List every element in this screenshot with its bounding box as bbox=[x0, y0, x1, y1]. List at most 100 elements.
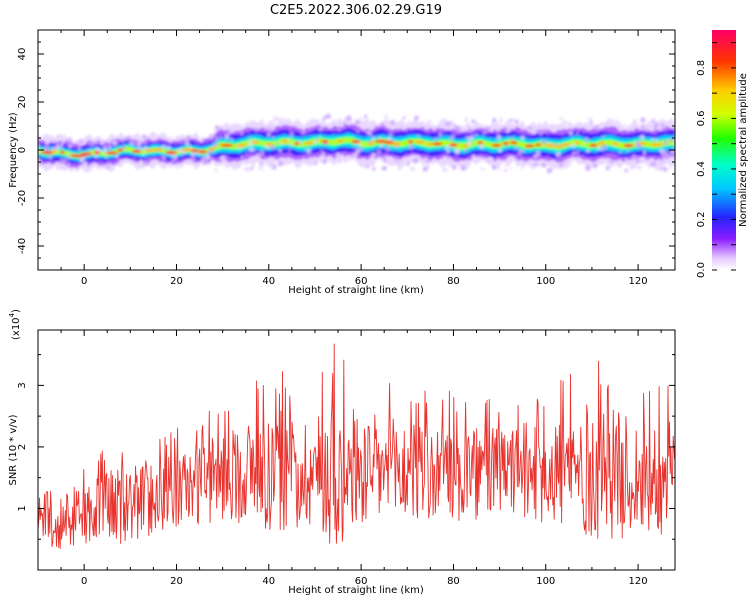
spectrogram-speckle bbox=[576, 150, 579, 154]
spectrogram-speckle bbox=[195, 162, 198, 166]
spectrogram-speckle bbox=[176, 148, 180, 152]
spectrogram-speckle bbox=[482, 168, 485, 171]
spectrogram-speckle bbox=[277, 160, 284, 167]
spectrogram-speckle bbox=[445, 145, 450, 150]
spectrogram-speckle bbox=[314, 162, 318, 166]
spectrogram-speckle bbox=[156, 160, 160, 164]
spectrogram-speckle bbox=[614, 119, 619, 124]
spectrogram-peak bbox=[321, 139, 329, 144]
spectrogram-speckle bbox=[249, 166, 254, 171]
spectrogram-speckle bbox=[346, 115, 352, 121]
spectrogram-peak bbox=[390, 142, 401, 146]
spectrogram-speckle bbox=[541, 162, 547, 168]
spectrogram-speckle bbox=[358, 143, 362, 147]
snr-y-tick-label: 2 bbox=[17, 444, 28, 450]
spectrogram-speckle bbox=[651, 119, 655, 124]
spectrogram-speckle bbox=[270, 165, 274, 169]
spectrogram-speckle bbox=[661, 123, 665, 128]
spectrogram-speckle bbox=[119, 159, 123, 163]
spectrogram-peak bbox=[252, 140, 259, 144]
spectrogram-speckle bbox=[586, 149, 590, 154]
spectrogram-speckle bbox=[270, 144, 276, 151]
spectrogram-speckle bbox=[584, 136, 590, 142]
spectrogram-speckle bbox=[605, 121, 609, 124]
spectrogram-speckle bbox=[559, 117, 563, 121]
spectrogram-speckle bbox=[514, 119, 519, 124]
spectrogram-speckle bbox=[492, 118, 497, 123]
spectrogram-speckle bbox=[485, 126, 491, 131]
spectrogram-speckle bbox=[265, 161, 269, 165]
spectrogram-speckle bbox=[467, 128, 473, 133]
spectrogram-speckle bbox=[601, 149, 604, 152]
spectrogram-speckle bbox=[342, 120, 345, 123]
spectrogram-speckle bbox=[264, 127, 269, 131]
colorbar-tick-label: 0.0 bbox=[696, 262, 707, 278]
spectrogram-speckle bbox=[669, 137, 675, 143]
spectrogram-speckle bbox=[354, 119, 360, 125]
spectrogram-speckle bbox=[636, 159, 641, 164]
spectrogram-speckle bbox=[452, 165, 457, 170]
spectrogram-speckle bbox=[439, 125, 443, 129]
spectrogram-speckle bbox=[601, 134, 605, 138]
spectrogram-speckle bbox=[488, 156, 494, 162]
spectrogram-speckle bbox=[289, 131, 295, 137]
spectrogram-speckle bbox=[414, 115, 419, 121]
spectrogram-speckle bbox=[77, 146, 81, 150]
spectrogram-speckle bbox=[533, 153, 538, 159]
spectrogram-speckle bbox=[150, 161, 154, 165]
spectrogram-speckle bbox=[366, 165, 370, 168]
spectrogram-peak bbox=[544, 143, 555, 148]
spectrogram-speckle bbox=[499, 117, 502, 120]
spectrogram-speckle bbox=[281, 116, 285, 120]
spectrogram-speckle bbox=[660, 158, 664, 162]
spectrogram-speckle bbox=[660, 128, 663, 131]
spectrogram-speckle bbox=[438, 132, 443, 137]
spectrogram-y-tick-label: 20 bbox=[17, 96, 28, 109]
spectrogram-speckle bbox=[572, 151, 576, 155]
spectrogram-speckle bbox=[419, 124, 423, 127]
spectrogram-speckle bbox=[358, 147, 364, 153]
spectrogram-peak bbox=[491, 143, 502, 147]
spectrogram-peak bbox=[367, 142, 374, 146]
spectrogram-speckle bbox=[318, 127, 323, 132]
spectrogram-speckle bbox=[244, 152, 248, 156]
spectrogram-speckle bbox=[510, 167, 513, 170]
spectrogram-speckle bbox=[592, 163, 598, 169]
spectrogram-speckle bbox=[644, 125, 651, 131]
spectrogram-speckle bbox=[93, 153, 99, 159]
spectrogram-peak bbox=[281, 139, 289, 143]
spectrogram-speckle bbox=[491, 165, 497, 170]
spectrogram-peak bbox=[563, 142, 571, 147]
spectrogram-speckle bbox=[233, 160, 236, 163]
spectrogram-speckle bbox=[239, 130, 243, 133]
spectrogram-speckle bbox=[280, 142, 284, 146]
spectrogram-peak bbox=[294, 141, 299, 146]
spectrogram-peak bbox=[208, 147, 216, 151]
spectrogram-speckle bbox=[417, 134, 420, 137]
spectrogram-speckle bbox=[463, 148, 468, 153]
spectrogram-speckle bbox=[44, 140, 50, 146]
spectrogram-speckle bbox=[378, 136, 382, 140]
spectrogram-speckle bbox=[596, 146, 602, 151]
spectrogram-peak bbox=[502, 141, 509, 145]
spectrogram-peak bbox=[266, 142, 273, 146]
spectrogram-speckle bbox=[68, 144, 72, 148]
spectrogram-peak bbox=[432, 142, 443, 146]
spectrogram-peak bbox=[638, 141, 647, 146]
spectrogram-speckle bbox=[388, 131, 393, 136]
spectrogram-speckle bbox=[538, 130, 544, 136]
snr-multiplier-close: ) bbox=[11, 309, 22, 313]
spectrogram-speckle bbox=[582, 142, 586, 146]
spectrogram-speckle bbox=[185, 135, 191, 141]
spectrogram-speckle bbox=[352, 146, 355, 149]
spectrogram-x-ticks: 0 20 40 60 80 100 120 bbox=[37, 30, 662, 287]
spectrogram-speckle bbox=[315, 137, 319, 141]
spectrogram-speckle bbox=[445, 121, 451, 127]
spectrogram-speckle bbox=[589, 120, 593, 124]
spectrogram-speckle bbox=[251, 164, 256, 168]
spectrogram-speckle bbox=[59, 144, 64, 149]
spectrogram-speckle bbox=[659, 148, 665, 154]
spectrogram-speckle bbox=[120, 138, 125, 143]
spectrogram-speckle bbox=[509, 136, 514, 141]
spectrogram-speckle bbox=[472, 154, 476, 158]
